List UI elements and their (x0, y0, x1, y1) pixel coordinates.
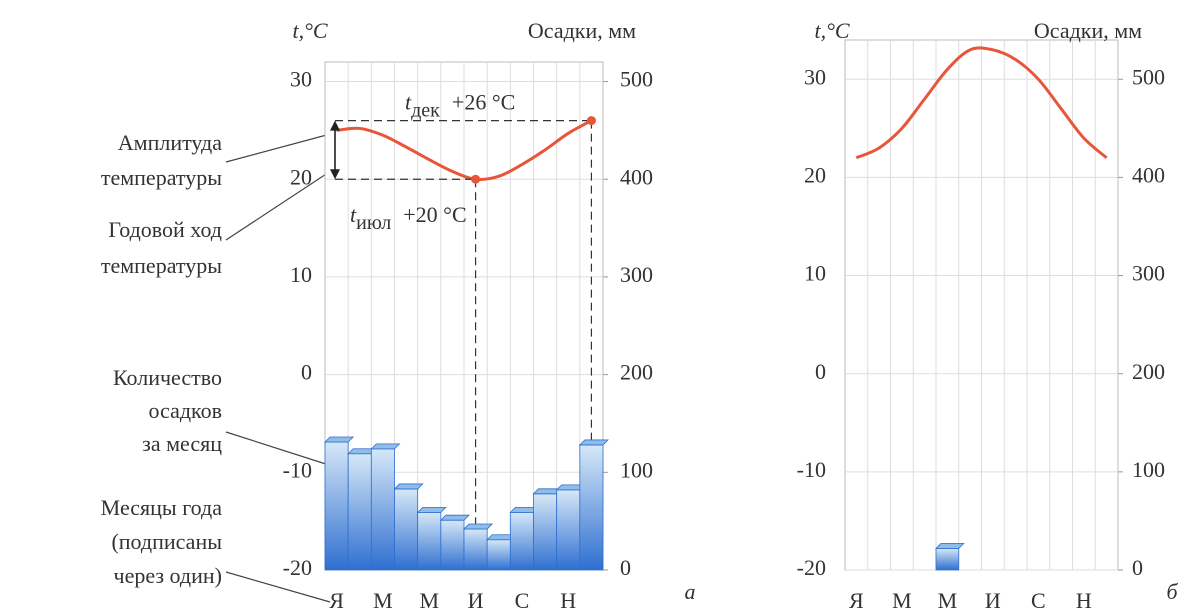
x-tick-label: И (985, 588, 1001, 613)
y-tick-label: 30 (804, 64, 826, 89)
marker (471, 174, 481, 184)
y-tick-label: 20 (290, 164, 312, 189)
annotation: tиюл +20 °C (350, 202, 467, 234)
leader (225, 431, 333, 467)
y2-tick-label: 300 (620, 262, 653, 287)
y2-tick-label: 100 (620, 457, 653, 482)
y-tick-label: -20 (797, 555, 826, 580)
bar (324, 441, 349, 571)
callout-text: за месяц (142, 431, 222, 456)
bar-top (578, 439, 609, 446)
callout-text: температуры (101, 253, 222, 278)
bar (579, 444, 604, 571)
y-tick-label: 10 (804, 261, 826, 286)
bar-top (324, 436, 355, 443)
leader (225, 132, 335, 163)
annotation-symbol: t (405, 90, 412, 115)
panel-label: б (1166, 579, 1178, 604)
y-tick-label: 20 (804, 162, 826, 187)
x-tick-label: С (1031, 588, 1046, 613)
panel-label: а (685, 579, 696, 604)
x-tick-label: И (468, 588, 484, 613)
callout-text: осадков (149, 398, 223, 423)
y2-tick-label: 400 (1132, 162, 1165, 187)
annotation-value: +26 °C (452, 90, 515, 115)
temperature-line (855, 46, 1108, 160)
y-tick-label: -10 (797, 457, 826, 482)
bar-top (370, 443, 401, 450)
y2-axis-label: Осадки, мм (1034, 18, 1142, 43)
y2-tick-label: 300 (1132, 261, 1165, 286)
bar (463, 528, 488, 571)
y2-tick-label: 500 (620, 67, 653, 92)
bar-top (393, 483, 424, 490)
x-tick-label: М (373, 588, 393, 613)
annotation-symbol: t (350, 202, 357, 227)
marker (586, 116, 596, 126)
x-tick-label: Я (329, 588, 344, 613)
x-tick-label: С (515, 588, 530, 613)
bar (935, 548, 960, 571)
x-tick-label: М (419, 588, 439, 613)
callout-text: Месяцы года (101, 495, 223, 520)
y-tick-label: 0 (815, 359, 826, 384)
y-axis-label: t,°C (814, 18, 849, 43)
bar (417, 511, 442, 571)
arrow-head (330, 120, 340, 131)
bar (370, 448, 395, 571)
annotation: tдек +26 °C (405, 90, 515, 122)
bar (533, 493, 558, 571)
leader (225, 571, 331, 603)
bar (394, 488, 419, 571)
y2-tick-label: 0 (1132, 555, 1143, 580)
bar-top (439, 514, 470, 521)
y-tick-label: 0 (301, 360, 312, 385)
y2-tick-label: 400 (620, 164, 653, 189)
y2-tick-label: 500 (1132, 64, 1165, 89)
annotation-subscript: дек (411, 99, 440, 121)
bar (556, 489, 581, 571)
x-tick-label: М (938, 588, 958, 613)
annotation-value: +20 °C (403, 202, 466, 227)
bar-top (463, 523, 494, 530)
bar (509, 511, 534, 571)
callout-text: через один) (114, 563, 223, 588)
bar-top (935, 543, 965, 549)
x-tick-label: М (892, 588, 912, 613)
y2-tick-label: 200 (1132, 359, 1165, 384)
bar (486, 539, 511, 571)
callout-text: Годовой ход (108, 217, 222, 242)
x-tick-label: Н (560, 588, 576, 613)
y-tick-label: -10 (283, 457, 312, 482)
y2-tick-label: 200 (620, 360, 653, 385)
callout-text: Амплитуда (118, 130, 222, 155)
callout-text: (подписаны (111, 529, 222, 554)
callout-text: Количество (113, 365, 222, 390)
y-tick-label: -20 (283, 555, 312, 580)
x-tick-label: Н (1076, 588, 1092, 613)
y-tick-label: 10 (290, 262, 312, 287)
x-tick-label: Я (849, 588, 864, 613)
y2-tick-label: 0 (620, 555, 631, 580)
y-tick-label: 30 (290, 67, 312, 92)
callout-text: температуры (101, 165, 222, 190)
bar-top (416, 506, 447, 513)
y2-tick-label: 100 (1132, 457, 1165, 482)
temperature-line (336, 119, 593, 181)
arrow-head (330, 169, 340, 180)
y2-axis-label: Осадки, мм (528, 18, 636, 43)
y-axis-label: t,°C (292, 18, 327, 43)
annotation-subscript: июл (356, 212, 391, 234)
bar (440, 519, 465, 571)
bar (347, 453, 372, 571)
